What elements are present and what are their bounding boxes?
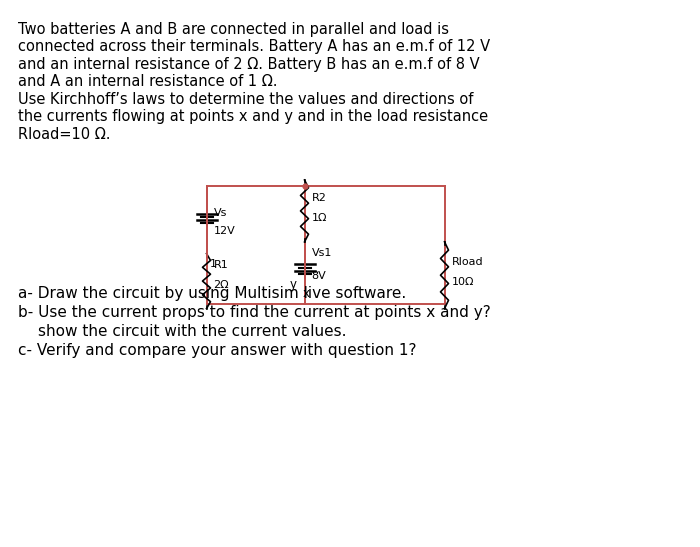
Text: R2: R2: [312, 193, 326, 203]
Text: 2Ω: 2Ω: [214, 280, 229, 290]
Text: Rload=10 Ω.: Rload=10 Ω.: [18, 127, 111, 142]
Text: connected across their terminals. Battery A has an e.m.f of 12 V: connected across their terminals. Batter…: [18, 39, 490, 55]
Text: 1: 1: [209, 259, 216, 269]
Text: Vs1: Vs1: [312, 248, 332, 258]
Text: and A an internal resistance of 1 Ω.: and A an internal resistance of 1 Ω.: [18, 74, 277, 90]
Text: 1Ω: 1Ω: [312, 213, 327, 223]
Text: the currents flowing at points x and y and in the load resistance: the currents flowing at points x and y a…: [18, 109, 488, 125]
Text: b- Use the current props to find the current at points x and y?: b- Use the current props to find the cur…: [18, 305, 491, 320]
Text: and an internal resistance of 2 Ω. Battery B has an e.m.f of 8 V: and an internal resistance of 2 Ω. Batte…: [18, 57, 480, 72]
Text: 10Ω: 10Ω: [452, 277, 474, 287]
Text: Use Kirchhoff’s laws to determine the values and directions of: Use Kirchhoff’s laws to determine the va…: [18, 92, 473, 107]
Text: R1: R1: [214, 260, 228, 270]
Text: Rload: Rload: [452, 257, 483, 267]
Text: x: x: [303, 287, 310, 300]
Text: Two batteries A and B are connected in parallel and load is: Two batteries A and B are connected in p…: [18, 22, 449, 37]
Text: 8V: 8V: [312, 271, 326, 281]
Text: 12V: 12V: [214, 226, 235, 236]
Text: c- Verify and compare your answer with question 1?: c- Verify and compare your answer with q…: [18, 343, 416, 358]
Text: show the circuit with the current values.: show the circuit with the current values…: [38, 324, 346, 339]
Text: Vs: Vs: [214, 208, 227, 218]
Text: y: y: [290, 278, 297, 292]
Text: a- Draw the circuit by using Multisim live software.: a- Draw the circuit by using Multisim li…: [18, 286, 406, 301]
